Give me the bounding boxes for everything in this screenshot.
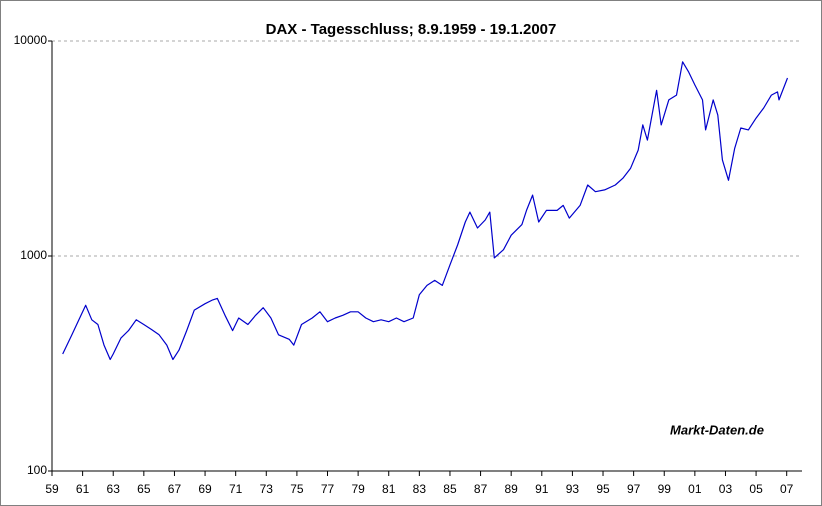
x-tick-label: 03 [719, 482, 733, 496]
x-tick-label: 07 [780, 482, 794, 496]
x-tick-label: 81 [382, 482, 396, 496]
x-tick-label: 85 [443, 482, 457, 496]
x-tick-label: 91 [535, 482, 549, 496]
x-tick-label: 59 [45, 482, 59, 496]
x-tick-label: 65 [137, 482, 151, 496]
x-tick-label: 79 [351, 482, 365, 496]
x-tick-label: 93 [566, 482, 580, 496]
x-tick-label: 61 [76, 482, 90, 496]
x-tick-label: 87 [474, 482, 488, 496]
x-tick-label: 77 [321, 482, 335, 496]
x-tick-label: 71 [229, 482, 243, 496]
x-tick-label: 05 [749, 482, 763, 496]
x-tick-label: 73 [260, 482, 274, 496]
y-tick-label: 10000 [14, 33, 48, 47]
x-tick-label: 67 [168, 482, 182, 496]
x-tick-label: 75 [290, 482, 304, 496]
x-tick-label: 83 [413, 482, 427, 496]
y-tick-label: 1000 [20, 248, 47, 262]
line-series [62, 61, 789, 361]
x-tick-label: 99 [658, 482, 672, 496]
x-tick-label: 01 [688, 482, 702, 496]
x-tick-label: 95 [596, 482, 610, 496]
x-tick-label: 89 [505, 482, 519, 496]
x-tick-label: 69 [198, 482, 212, 496]
y-tick-label: 100 [27, 463, 47, 477]
chart-title: DAX - Tagesschluss; 8.9.1959 - 19.1.2007 [266, 21, 557, 38]
x-tick-label: 97 [627, 482, 641, 496]
x-tick-label: 63 [107, 482, 121, 496]
annotation: Markt-Daten.de [670, 422, 764, 437]
